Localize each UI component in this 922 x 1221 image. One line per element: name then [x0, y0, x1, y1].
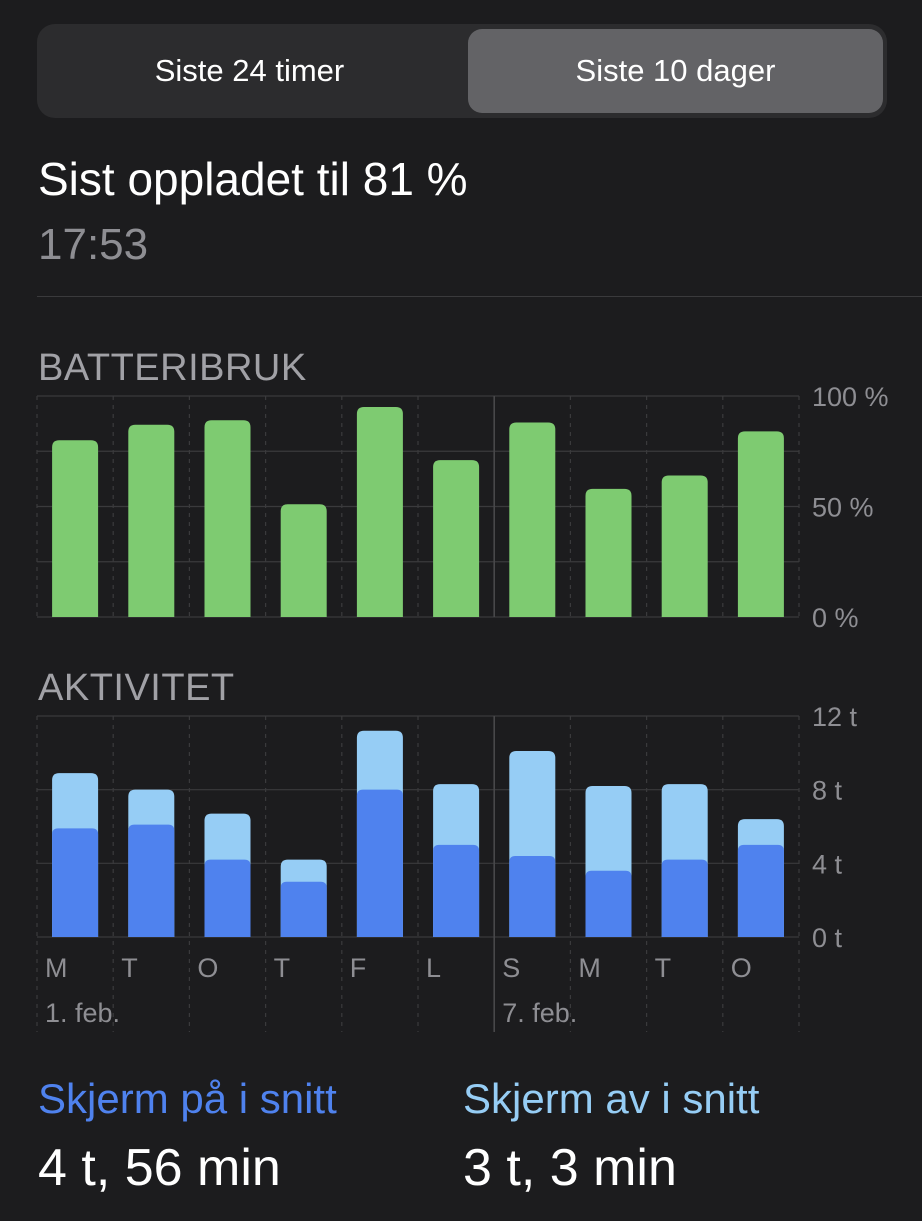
day-label: M — [45, 953, 68, 983]
battery-bar — [280, 504, 327, 617]
battery-bar — [52, 440, 99, 617]
battery-bar — [356, 407, 403, 617]
activity-y-tick-label: 12 t — [812, 702, 858, 732]
activity-y-tick-label: 8 t — [812, 776, 843, 806]
activity-screen-on-bar — [661, 859, 708, 937]
day-label: T — [274, 953, 291, 983]
activity-screen-on-bar — [204, 859, 251, 937]
day-label: M — [578, 953, 601, 983]
screen-off-average-value: 3 t, 3 min — [463, 1139, 677, 1197]
activity-heading: AKTIVITET — [38, 667, 235, 709]
divider — [37, 296, 922, 297]
battery-usage-heading: BATTERIBRUK — [38, 347, 307, 389]
last-charged-title: Sist oppladet til 81 % — [38, 153, 468, 205]
battery-y-tick-label: 100 % — [812, 382, 889, 412]
activity-screen-on-bar — [128, 824, 175, 937]
day-label: S — [502, 953, 520, 983]
battery-bar — [433, 460, 480, 617]
battery-y-tick-label: 50 % — [812, 493, 874, 523]
date-label: 1. feb. — [45, 998, 120, 1028]
battery-bar — [737, 431, 784, 617]
day-label: F — [350, 953, 367, 983]
screen-off-average-label: Skjerm av i snitt — [463, 1075, 760, 1122]
tab-last-10-days[interactable]: Siste 10 dager — [468, 29, 883, 113]
battery-bar — [128, 424, 175, 617]
tab-last-24-hours[interactable]: Siste 24 timer — [154, 53, 345, 88]
activity-screen-on-bar — [737, 844, 784, 937]
battery-bar — [509, 422, 556, 617]
battery-bar — [661, 475, 708, 617]
battery-bar — [204, 420, 251, 617]
day-label: T — [121, 953, 138, 983]
screen-on-average-label: Skjerm på i snitt — [38, 1075, 337, 1122]
last-charged-time: 17:53 — [38, 220, 149, 269]
time-range-segmented-control: Siste 24 timer Siste 10 dager — [37, 24, 887, 118]
activity-screen-on-bar — [433, 844, 480, 937]
activity-screen-on-bar — [356, 789, 403, 937]
day-label: T — [655, 953, 672, 983]
battery-y-tick-label: 0 % — [812, 603, 859, 633]
day-label: L — [426, 953, 441, 983]
activity-screen-on-bar — [509, 855, 556, 937]
screen-on-average-value: 4 t, 56 min — [38, 1139, 281, 1197]
activity-screen-on-bar — [280, 881, 327, 937]
activity-y-tick-label: 4 t — [812, 849, 843, 879]
battery-and-activity-charts: 100 % 50 % 0 % 12 t 8 t 4 t 0 t M T O T F L S M T O 1. fe… — [36, 382, 889, 1032]
day-label: O — [197, 953, 218, 983]
day-label: O — [731, 953, 752, 983]
activity-screen-on-bar — [585, 870, 632, 937]
activity-y-tick-label: 0 t — [812, 923, 843, 953]
date-label: 7. feb. — [502, 998, 577, 1028]
battery-bar — [585, 488, 632, 617]
activity-screen-on-bar — [52, 828, 99, 937]
